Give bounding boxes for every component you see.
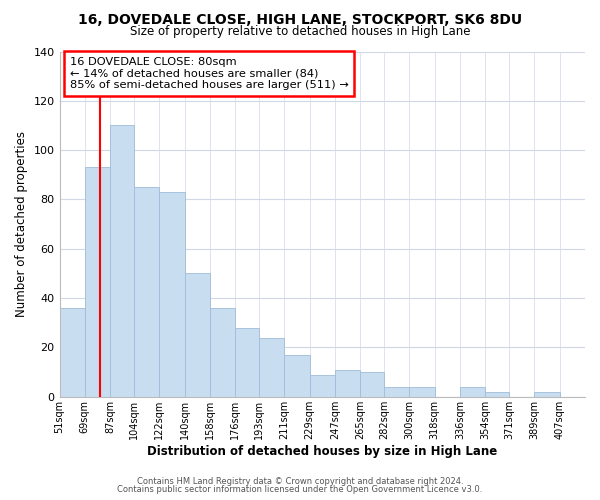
Bar xyxy=(259,338,284,397)
Text: Contains HM Land Registry data © Crown copyright and database right 2024.: Contains HM Land Registry data © Crown c… xyxy=(137,477,463,486)
Bar xyxy=(159,192,185,397)
Bar xyxy=(134,187,159,397)
X-axis label: Distribution of detached houses by size in High Lane: Distribution of detached houses by size … xyxy=(147,444,497,458)
Bar xyxy=(409,387,434,397)
Bar xyxy=(210,308,235,397)
Bar xyxy=(335,370,360,397)
Bar xyxy=(310,374,335,397)
Bar xyxy=(284,355,310,397)
Bar xyxy=(460,387,485,397)
Text: Contains public sector information licensed under the Open Government Licence v3: Contains public sector information licen… xyxy=(118,485,482,494)
Bar xyxy=(85,168,110,397)
Bar xyxy=(110,126,134,397)
Text: 16, DOVEDALE CLOSE, HIGH LANE, STOCKPORT, SK6 8DU: 16, DOVEDALE CLOSE, HIGH LANE, STOCKPORT… xyxy=(78,12,522,26)
Bar xyxy=(485,392,509,397)
Bar xyxy=(535,392,560,397)
Text: Size of property relative to detached houses in High Lane: Size of property relative to detached ho… xyxy=(130,25,470,38)
Bar xyxy=(384,387,409,397)
Bar xyxy=(235,328,259,397)
Y-axis label: Number of detached properties: Number of detached properties xyxy=(15,131,28,317)
Bar xyxy=(185,274,210,397)
Bar xyxy=(360,372,384,397)
Text: 16 DOVEDALE CLOSE: 80sqm
← 14% of detached houses are smaller (84)
85% of semi-d: 16 DOVEDALE CLOSE: 80sqm ← 14% of detach… xyxy=(70,56,349,90)
Bar xyxy=(59,308,85,397)
